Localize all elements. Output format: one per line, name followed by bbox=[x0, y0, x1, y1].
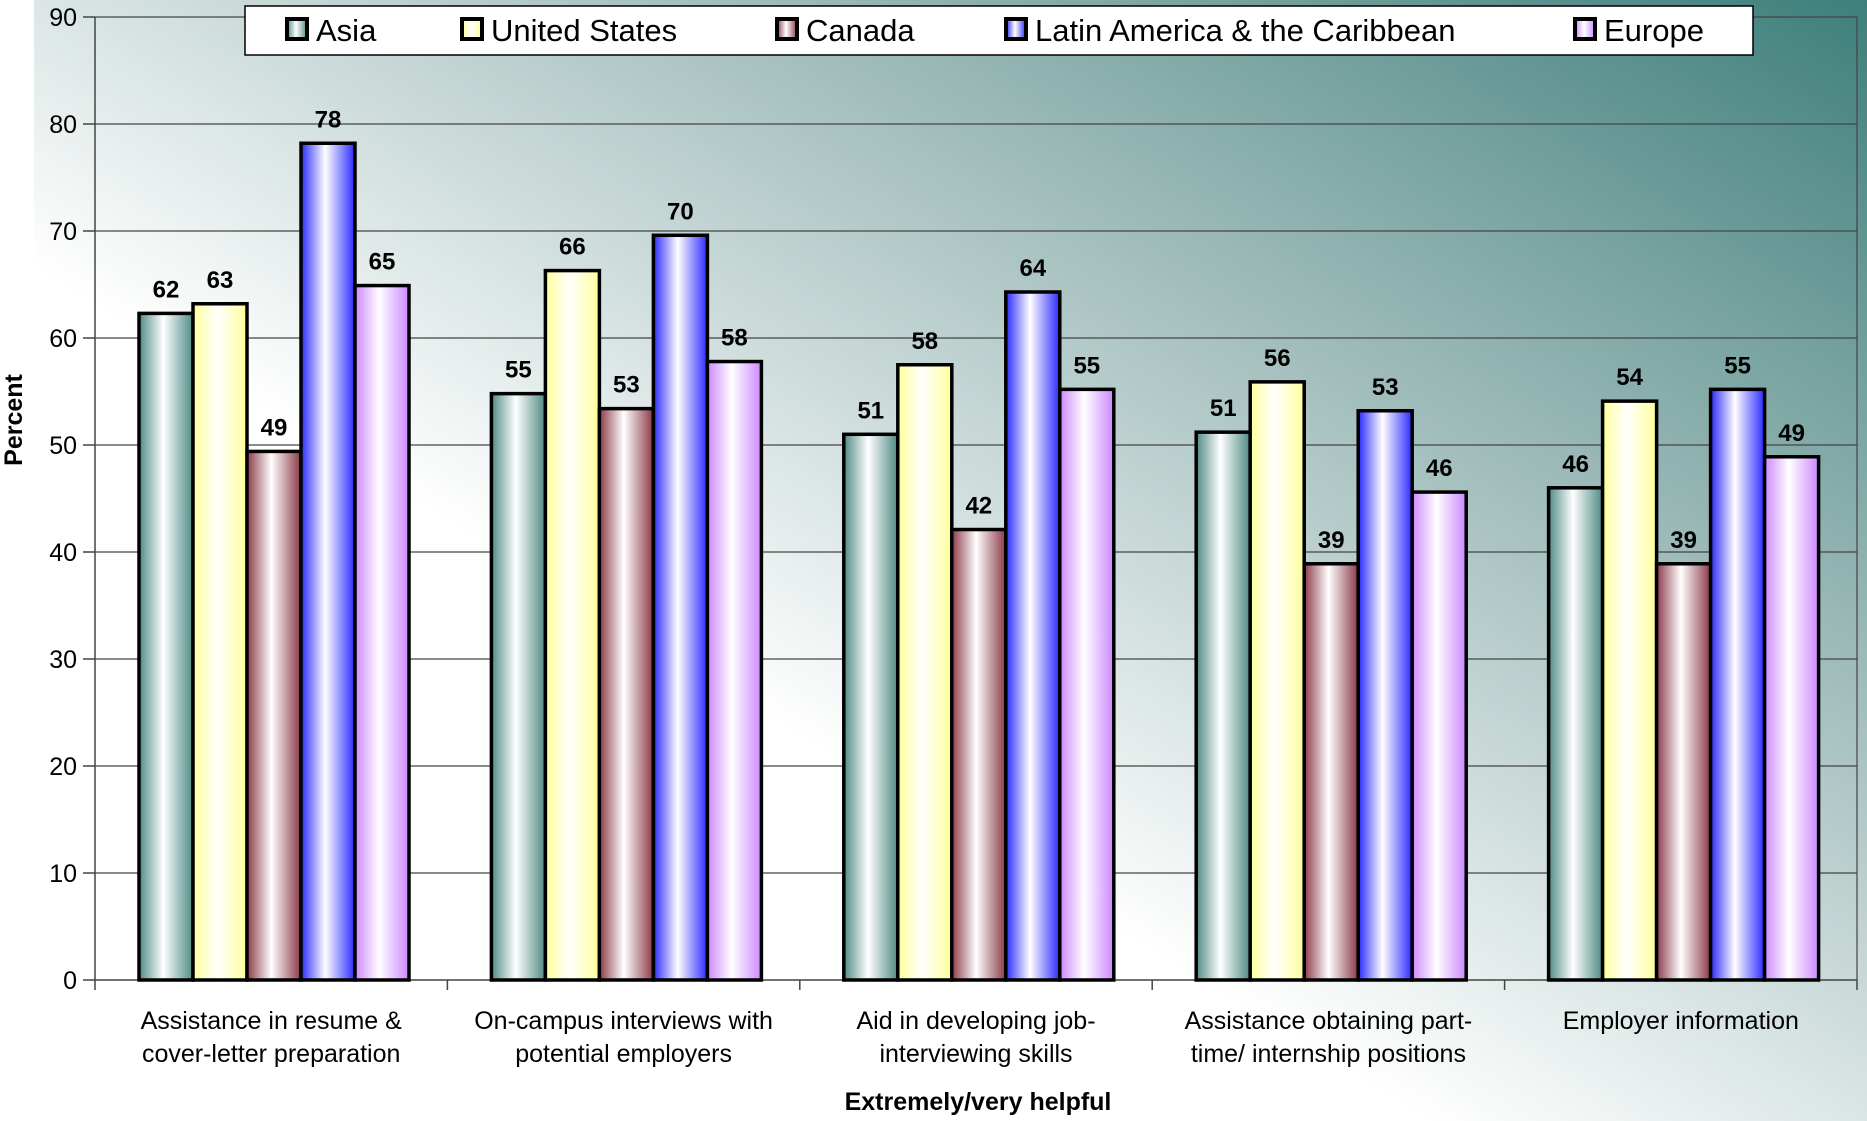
bar bbox=[543, 268, 602, 982]
data-label: 51 bbox=[857, 397, 884, 424]
bar bbox=[1546, 486, 1605, 982]
data-label: 58 bbox=[721, 325, 748, 352]
data-label: 55 bbox=[505, 357, 532, 384]
bar bbox=[705, 359, 764, 982]
y-tick-label: 50 bbox=[49, 432, 77, 460]
bar bbox=[353, 283, 411, 982]
x-category-label: time/ internship positions bbox=[1191, 1040, 1466, 1068]
legend-swatch bbox=[1573, 17, 1597, 41]
y-tick-label: 90 bbox=[49, 4, 77, 32]
legend-swatch bbox=[1004, 17, 1028, 41]
legend-swatch bbox=[285, 17, 309, 41]
bar bbox=[597, 406, 656, 982]
data-label: 54 bbox=[1616, 364, 1643, 391]
legend-label: Europe bbox=[1604, 13, 1704, 48]
bar bbox=[1058, 387, 1116, 982]
x-category-label: On-campus interviews with bbox=[474, 1007, 773, 1035]
data-label: 78 bbox=[315, 106, 342, 133]
data-label: 56 bbox=[1264, 345, 1291, 372]
y-tick-label: 10 bbox=[49, 860, 77, 888]
data-label: 65 bbox=[369, 249, 396, 276]
bar bbox=[489, 391, 548, 982]
bar bbox=[950, 527, 1008, 982]
bar bbox=[1194, 430, 1252, 982]
x-category-label: Aid in developing job- bbox=[856, 1007, 1095, 1035]
y-tick-label: 30 bbox=[49, 646, 77, 674]
data-label: 39 bbox=[1670, 527, 1697, 554]
bar bbox=[245, 449, 303, 982]
data-label: 42 bbox=[965, 493, 992, 520]
y-tick-label: 70 bbox=[49, 218, 77, 246]
bar bbox=[1302, 562, 1360, 982]
data-label: 46 bbox=[1426, 455, 1453, 482]
bar bbox=[1356, 409, 1414, 982]
bar bbox=[896, 363, 954, 982]
data-label: 51 bbox=[1210, 395, 1237, 422]
x-category-label: potential employers bbox=[515, 1040, 732, 1068]
bar bbox=[1600, 399, 1659, 982]
x-category-label: Assistance obtaining part- bbox=[1185, 1007, 1473, 1035]
data-label: 39 bbox=[1318, 527, 1345, 554]
data-label: 49 bbox=[1778, 420, 1805, 447]
x-category-label: Employer information bbox=[1563, 1007, 1799, 1035]
y-tick-label: 0 bbox=[63, 967, 77, 995]
legend-swatch bbox=[460, 17, 484, 41]
data-label: 64 bbox=[1019, 255, 1046, 282]
legend-label: Latin America & the Caribbean bbox=[1035, 13, 1455, 48]
data-label: 70 bbox=[667, 198, 694, 225]
bar bbox=[299, 141, 357, 982]
data-label: 58 bbox=[911, 328, 938, 355]
y-tick-label: 60 bbox=[49, 325, 77, 353]
y-tick-label: 20 bbox=[49, 753, 77, 781]
bar bbox=[1248, 380, 1306, 982]
data-label: 55 bbox=[1073, 352, 1100, 379]
bar bbox=[1762, 455, 1821, 982]
legend-swatch bbox=[775, 17, 799, 41]
bar bbox=[1654, 562, 1713, 982]
category-labels: Assistance in resume & cover-letter prepa… bbox=[141, 1007, 1799, 1068]
legend-box bbox=[244, 5, 1754, 56]
y-tick-label: 40 bbox=[49, 539, 77, 567]
bars bbox=[137, 141, 1821, 982]
data-label: 55 bbox=[1724, 352, 1751, 379]
data-label: 62 bbox=[153, 276, 180, 303]
x-category-label: Assistance in resume & bbox=[141, 1007, 403, 1035]
data-labels: 62 63 49 78 65 55 66 53 70 58 51 58 42 64 55 51 56 39 53 46… bbox=[153, 106, 1805, 554]
y-tick-label: 80 bbox=[49, 111, 77, 139]
bar bbox=[1004, 290, 1062, 982]
legend-label: Asia bbox=[316, 13, 377, 48]
bar bbox=[1708, 387, 1767, 982]
bar bbox=[191, 302, 249, 982]
bar bbox=[651, 233, 710, 982]
data-label: 63 bbox=[207, 267, 234, 294]
bar bbox=[1410, 490, 1468, 982]
x-category-label: interviewing skills bbox=[879, 1040, 1072, 1068]
data-label: 49 bbox=[261, 414, 288, 441]
bar bbox=[842, 432, 900, 982]
data-label: 53 bbox=[1372, 374, 1399, 401]
legend-label: Canada bbox=[806, 13, 915, 48]
y-axis-title: Percent bbox=[0, 373, 28, 465]
x-category-label: cover-letter preparation bbox=[142, 1040, 400, 1068]
data-label: 53 bbox=[613, 372, 640, 399]
data-label: 66 bbox=[559, 234, 586, 261]
legend-label: United States bbox=[491, 13, 677, 48]
bar bbox=[137, 311, 195, 982]
legend: Asia United States Canada Latin America & t… bbox=[244, 5, 1754, 56]
x-axis-title: Extremely/very helpful bbox=[845, 1088, 1112, 1116]
data-label: 46 bbox=[1562, 451, 1589, 478]
